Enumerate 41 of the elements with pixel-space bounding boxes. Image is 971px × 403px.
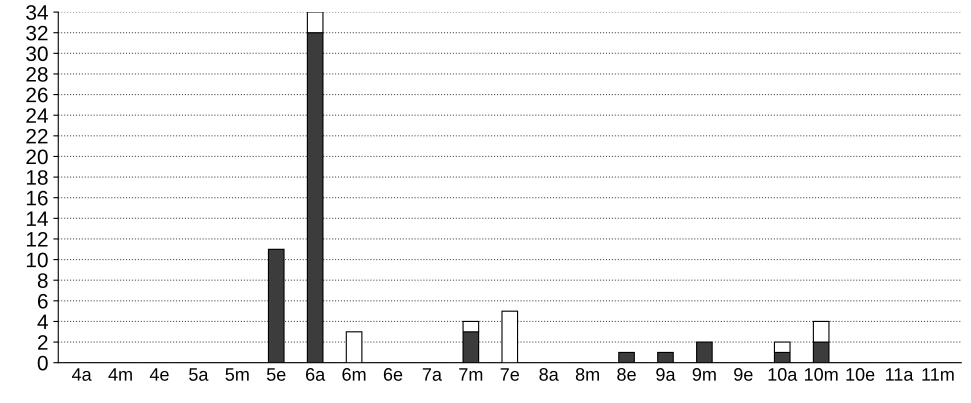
x-tick-label: 9m bbox=[692, 368, 716, 381]
x-tick-label: 5e bbox=[266, 368, 286, 381]
y-tick-label: 32 bbox=[26, 26, 48, 40]
y-tick-label: 8 bbox=[38, 273, 48, 288]
x-tick-label: 4a bbox=[72, 368, 92, 381]
x-tick-label: 11a bbox=[886, 368, 914, 381]
x-tick-label: 6a bbox=[306, 368, 326, 381]
y-tick-label: 18 bbox=[26, 170, 48, 185]
y-tick-label: 6 bbox=[38, 294, 48, 309]
y-tick-label: 14 bbox=[26, 212, 48, 226]
y-tick-label: 4 bbox=[37, 314, 48, 329]
x-tick-label: 8m bbox=[576, 368, 599, 381]
y-tick-label: 16 bbox=[26, 190, 48, 206]
x-tick-label: 4m bbox=[108, 368, 132, 381]
x-tick-label: 8e bbox=[617, 368, 636, 381]
y-tick-label: 20 bbox=[26, 149, 48, 164]
x-tick-label: 10e bbox=[846, 368, 874, 381]
y-tick-label: 30 bbox=[26, 46, 48, 62]
x-tick-label: 5m bbox=[225, 368, 249, 381]
x-tick-label: 10m bbox=[804, 368, 838, 381]
y-tick-label: 26 bbox=[26, 88, 48, 102]
y-tick-label: 28 bbox=[26, 66, 48, 82]
x-tick-label: 6m bbox=[342, 368, 366, 381]
x-tick-label: 7m bbox=[459, 368, 482, 381]
x-tick-label: 8a bbox=[539, 368, 559, 381]
x-tick-label: 5a bbox=[189, 368, 208, 381]
y-tick-label: 0 bbox=[38, 356, 48, 370]
x-tick-label: 7a bbox=[422, 368, 442, 381]
x-tick-label: 11m bbox=[922, 368, 954, 381]
x-tick-label: 6e bbox=[384, 368, 402, 381]
x-tick-label: 4e bbox=[150, 368, 169, 381]
y-tick-label: 12 bbox=[26, 232, 48, 247]
y-tick-label: 34 bbox=[26, 5, 48, 20]
x-tick-label: 7e bbox=[500, 368, 520, 381]
x-tick-label: 9e bbox=[734, 368, 753, 381]
y-tick-label: 10 bbox=[26, 252, 48, 268]
y-tick-label: 2 bbox=[38, 335, 48, 350]
x-tick-label: 10a bbox=[768, 368, 798, 381]
y-tick-label: 24 bbox=[26, 108, 48, 123]
x-tick-label: 9a bbox=[656, 368, 676, 381]
y-tick-label: 22 bbox=[26, 128, 48, 144]
